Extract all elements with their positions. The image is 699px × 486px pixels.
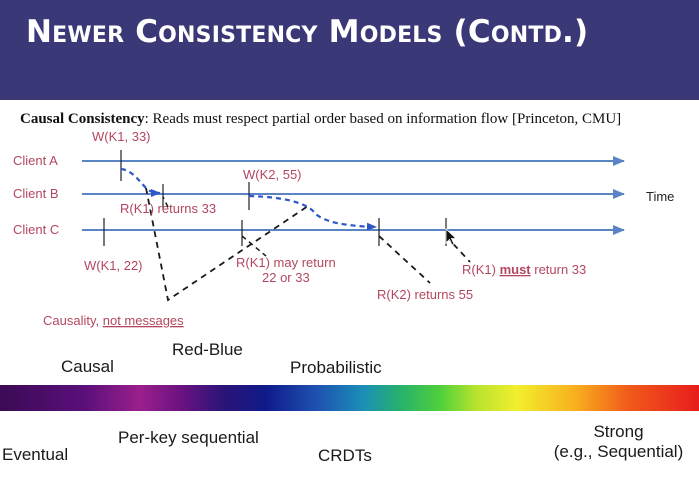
time-label: Time xyxy=(646,189,674,204)
strong-label-line2: (e.g., Sequential) xyxy=(553,442,684,461)
spectrum-label-per-key-sequential: Per-key sequential xyxy=(118,428,259,447)
description-term: Causal Consistency xyxy=(20,111,145,127)
consistency-spectrum-bar xyxy=(0,385,699,411)
read-c2-label: R(K2) returns 55 xyxy=(377,287,473,302)
causality-label: Causality, not messages xyxy=(43,313,184,328)
read-c3-post: return 33 xyxy=(531,262,587,277)
annotation-line-read-b xyxy=(162,196,169,208)
write-c-label: W(K1, 22) xyxy=(84,258,143,273)
title-banner: Newer Consistency Models (Contd.) xyxy=(0,0,699,100)
annotation-line-read-c1 xyxy=(241,235,267,257)
client-b-label: Client B xyxy=(13,186,59,201)
read-c3-pre: R(K1) xyxy=(462,262,500,277)
read-c3-label: R(K1) must return 33 xyxy=(462,262,586,277)
read-c1-label-line2: 22 or 33 xyxy=(262,270,310,285)
write-b-label: W(K2, 55) xyxy=(243,167,302,182)
spectrum-label-crdts: CRDTs xyxy=(318,446,372,465)
mouse-cursor-icon xyxy=(445,228,458,246)
read-c1-label-line1: R(K1) may return xyxy=(236,255,336,270)
causality-not-messages: not messages xyxy=(103,313,184,328)
strong-label-line1: Strong xyxy=(593,422,644,441)
spectrum-label-eventual: Eventual xyxy=(2,445,69,464)
write-a-label: W(K1, 33) xyxy=(92,129,151,144)
description: Causal Consistency: Reads must respect p… xyxy=(20,111,680,128)
spectrum-label-causal: Causal xyxy=(61,357,114,376)
client-c-label: Client C xyxy=(13,222,59,237)
read-c3-must: must xyxy=(500,262,532,277)
description-text: : Reads must respect partial order based… xyxy=(144,111,622,127)
causality-pre: Causality, xyxy=(43,313,103,328)
spectrum-label-red-blue: Red-Blue xyxy=(172,340,243,359)
read-b-label: R(K1) returns 33 xyxy=(120,201,216,216)
slide-title: Newer Consistency Models (Contd.) xyxy=(26,14,589,50)
spectrum-label-strong: Strong (e.g., Sequential) xyxy=(546,422,691,462)
client-a-label: Client A xyxy=(13,153,58,168)
message-b-to-c xyxy=(248,194,377,231)
causality-annotation-line xyxy=(145,187,309,302)
annotation-line-read-c2 xyxy=(378,235,431,284)
message-a-to-b xyxy=(120,167,161,197)
spectrum-label-probabilistic: Probabilistic xyxy=(290,358,382,377)
